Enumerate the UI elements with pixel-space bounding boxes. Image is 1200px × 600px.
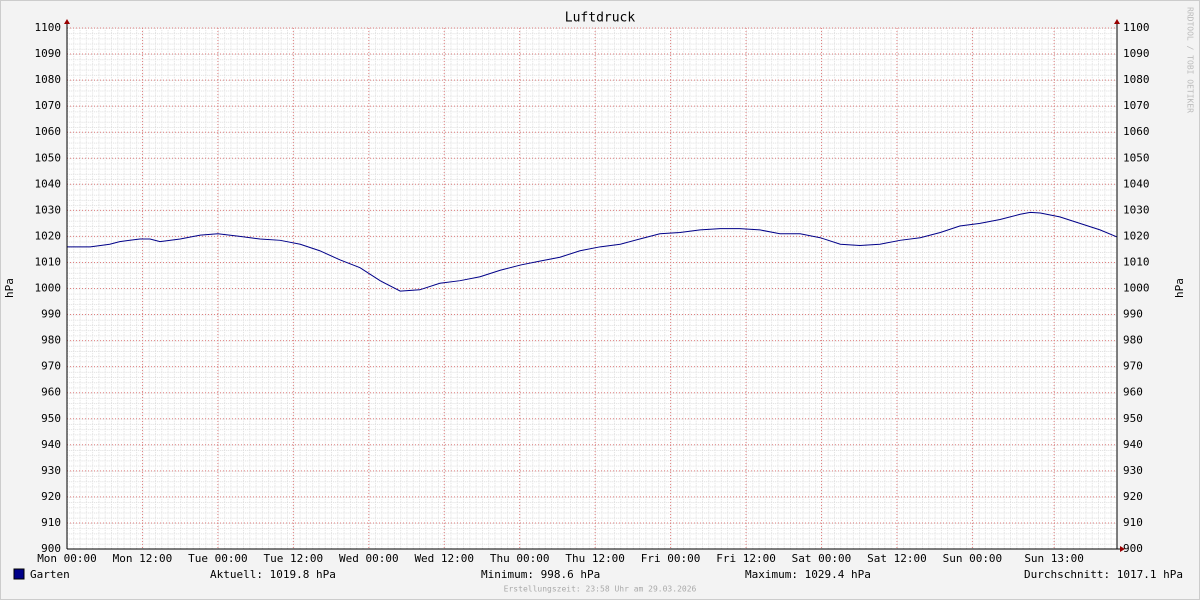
y2-tick-label: 1000 bbox=[1123, 282, 1150, 295]
y2-tick-label: 960 bbox=[1123, 386, 1143, 399]
x-tick-label: Wed 12:00 bbox=[414, 552, 474, 565]
x-tick-label: Sun 00:00 bbox=[943, 552, 1003, 565]
grid bbox=[66, 27, 1117, 550]
watermark: RRDTOOL / TOBI OETIKER bbox=[1186, 7, 1195, 113]
y-tick-label: 920 bbox=[41, 490, 61, 503]
x-tick-label: Mon 00:00 bbox=[37, 552, 97, 565]
y-tick-label: 1040 bbox=[35, 177, 62, 190]
y-tick-label: 940 bbox=[41, 438, 61, 451]
x-tick-label: Wed 00:00 bbox=[339, 552, 399, 565]
y2-tick-label: 1040 bbox=[1123, 177, 1150, 190]
y-tick-label: 1000 bbox=[35, 282, 62, 295]
y-tick-label: 950 bbox=[41, 412, 61, 425]
y2-tick-label: 1080 bbox=[1123, 73, 1150, 86]
legend-swatch bbox=[13, 568, 25, 580]
y-tick-label: 1060 bbox=[35, 125, 62, 138]
y-tick-label: 980 bbox=[41, 334, 61, 347]
y2-tick-label: 1100 bbox=[1123, 21, 1150, 34]
y-axis-label: hPa bbox=[3, 278, 16, 298]
y2-tick-label: 1090 bbox=[1123, 47, 1150, 60]
y2-tick-label: 980 bbox=[1123, 334, 1143, 347]
y2-axis-label: hPa bbox=[1173, 278, 1186, 298]
y-tick-label: 900 bbox=[41, 542, 61, 555]
y2-tick-label: 1030 bbox=[1123, 203, 1150, 216]
legend-stat: Minimum: 998.6 hPa bbox=[481, 568, 600, 581]
legend-stat: Durchschnitt: 1017.1 hPa bbox=[1024, 568, 1183, 581]
chart-title: Luftdruck bbox=[565, 11, 636, 26]
y2-tick-label: 970 bbox=[1123, 360, 1143, 373]
y-tick-label: 1050 bbox=[35, 151, 62, 164]
y-tick-label: 1030 bbox=[35, 203, 62, 216]
y2-tick-label: 910 bbox=[1123, 516, 1143, 529]
y-tick-label: 930 bbox=[41, 464, 61, 477]
y-tick-label: 960 bbox=[41, 386, 61, 399]
x-tick-label: Tue 12:00 bbox=[264, 552, 324, 565]
legend-stat: Maximum: 1029.4 hPa bbox=[745, 568, 871, 581]
x-tick-label: Sun 13:00 bbox=[1024, 552, 1084, 565]
y-tick-label: 1070 bbox=[35, 99, 62, 112]
y-tick-label: 910 bbox=[41, 516, 61, 529]
y-tick-label: 1090 bbox=[35, 47, 62, 60]
x-tick-label: Fri 12:00 bbox=[716, 552, 776, 565]
y-tick-label: 1010 bbox=[35, 255, 62, 268]
y2-tick-label: 1010 bbox=[1123, 255, 1150, 268]
y-tick-label: 1080 bbox=[35, 73, 62, 86]
y-tick-label: 970 bbox=[41, 360, 61, 373]
x-tick-label: Fri 00:00 bbox=[641, 552, 701, 565]
x-tick-label: Sat 12:00 bbox=[867, 552, 927, 565]
y2-tick-label: 1070 bbox=[1123, 99, 1150, 112]
x-tick-label: Mon 12:00 bbox=[113, 552, 173, 565]
footer: Erstellungszeit: 23:58 Uhr am 29.03.2026 bbox=[504, 585, 697, 594]
legend-label: Garten bbox=[30, 568, 70, 581]
x-tick-label: Tue 00:00 bbox=[188, 552, 248, 565]
y-tick-label: 990 bbox=[41, 308, 61, 321]
y-tick-label: 1100 bbox=[35, 21, 62, 34]
marks bbox=[67, 211, 1118, 292]
y2-tick-label: 1050 bbox=[1123, 151, 1150, 164]
y2-tick-label: 930 bbox=[1123, 464, 1143, 477]
y2-tick-label: 950 bbox=[1123, 412, 1143, 425]
x-tick-label: Sat 00:00 bbox=[792, 552, 852, 565]
y2-tick-label: 1020 bbox=[1123, 229, 1150, 242]
y2-tick-label: 1060 bbox=[1123, 125, 1150, 138]
y-tick-label: 1020 bbox=[35, 229, 62, 242]
y2-tick-label: 920 bbox=[1123, 490, 1143, 503]
legend-stat: Aktuell: 1019.8 hPa bbox=[210, 568, 336, 581]
y2-tick-label: 900 bbox=[1123, 542, 1143, 555]
x-tick-label: Thu 00:00 bbox=[490, 552, 550, 565]
y2-tick-label: 990 bbox=[1123, 308, 1143, 321]
y2-tick-label: 940 bbox=[1123, 438, 1143, 451]
series-line bbox=[67, 211, 1118, 292]
x-tick-label: Thu 12:00 bbox=[565, 552, 625, 565]
